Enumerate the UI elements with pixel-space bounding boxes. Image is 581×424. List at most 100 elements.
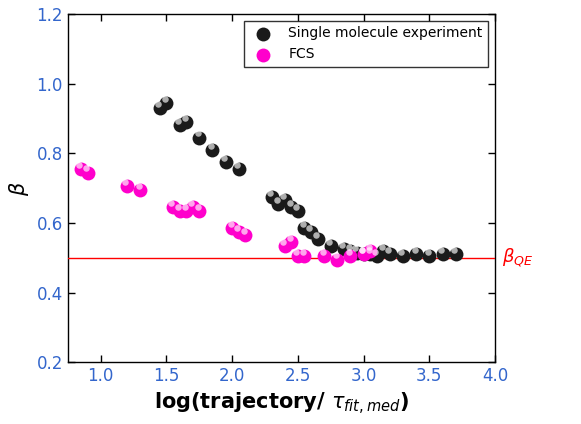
Point <box>364 243 373 250</box>
FCS <box>300 253 309 259</box>
Point <box>436 247 446 254</box>
FCS <box>168 204 178 211</box>
Single molecule experiment <box>234 166 243 173</box>
Point <box>410 247 419 254</box>
FCS <box>234 229 243 235</box>
FCS <box>135 187 145 193</box>
Point <box>278 238 288 245</box>
Point <box>206 142 216 149</box>
Point <box>338 242 347 248</box>
Point <box>298 221 307 228</box>
FCS <box>175 207 184 214</box>
FCS <box>181 207 191 214</box>
Point <box>232 224 242 231</box>
Point <box>357 247 367 254</box>
Single molecule experiment <box>300 225 309 232</box>
Point <box>167 200 176 206</box>
Single molecule experiment <box>438 251 447 258</box>
Point <box>292 248 301 255</box>
Text: $\beta_{QE}$: $\beta_{QE}$ <box>501 247 533 269</box>
Single molecule experiment <box>267 193 276 200</box>
Point <box>292 203 301 210</box>
Point <box>357 247 367 254</box>
Point <box>193 130 202 137</box>
Point <box>285 234 295 241</box>
Single molecule experiment <box>385 251 394 258</box>
Single molecule experiment <box>339 246 349 253</box>
Point <box>232 162 242 168</box>
Single molecule experiment <box>175 122 184 129</box>
Single molecule experiment <box>221 159 230 165</box>
Single molecule experiment <box>399 253 408 259</box>
Single molecule experiment <box>286 204 296 211</box>
FCS <box>123 183 132 190</box>
Point <box>364 247 373 254</box>
Point <box>377 243 386 250</box>
Point <box>272 196 281 203</box>
Point <box>331 252 340 259</box>
Single molecule experiment <box>181 119 191 126</box>
Single molecule experiment <box>293 207 303 214</box>
FCS <box>188 204 198 211</box>
Point <box>173 118 182 125</box>
Single molecule experiment <box>326 242 335 249</box>
Point <box>239 228 249 234</box>
Point <box>397 248 406 255</box>
Single molecule experiment <box>346 248 355 254</box>
FCS <box>76 166 85 173</box>
Point <box>75 162 84 168</box>
Single molecule experiment <box>451 251 460 258</box>
Point <box>383 247 393 254</box>
Point <box>187 200 196 206</box>
FCS <box>241 232 250 239</box>
FCS <box>83 169 92 176</box>
Single molecule experiment <box>425 253 434 259</box>
FCS <box>286 239 296 245</box>
Single molecule experiment <box>411 251 421 258</box>
Point <box>325 238 334 245</box>
Point <box>298 248 307 255</box>
Single molecule experiment <box>353 249 362 256</box>
Point <box>153 100 163 107</box>
Point <box>450 247 459 254</box>
Point <box>285 200 295 206</box>
Single molecule experiment <box>195 134 204 141</box>
Single molecule experiment <box>280 197 289 204</box>
Single molecule experiment <box>162 99 171 106</box>
Point <box>160 95 170 102</box>
FCS <box>228 225 237 232</box>
X-axis label: log(trajectory/ $\tau_{fit,med}$): log(trajectory/ $\tau_{fit,med}$) <box>154 391 409 417</box>
Single molecule experiment <box>379 248 388 254</box>
FCS <box>280 242 289 249</box>
Point <box>423 248 432 255</box>
Point <box>311 231 321 238</box>
Point <box>193 203 202 210</box>
Single molecule experiment <box>208 146 217 153</box>
Point <box>220 154 229 161</box>
FCS <box>195 207 204 214</box>
Point <box>371 248 380 255</box>
Y-axis label: $\beta$: $\beta$ <box>7 181 31 195</box>
Single molecule experiment <box>372 253 381 259</box>
FCS <box>333 256 342 263</box>
Single molecule experiment <box>313 235 322 242</box>
Single molecule experiment <box>155 105 164 112</box>
FCS <box>365 248 375 254</box>
Point <box>266 190 275 196</box>
Single molecule experiment <box>306 229 315 235</box>
FCS <box>359 251 368 258</box>
Point <box>180 203 189 210</box>
FCS <box>320 253 329 259</box>
Point <box>305 224 314 231</box>
Point <box>173 203 182 210</box>
Point <box>351 245 360 252</box>
Single molecule experiment <box>365 251 375 258</box>
Point <box>81 165 91 172</box>
Single molecule experiment <box>274 201 283 207</box>
Point <box>121 179 130 186</box>
Point <box>278 193 288 200</box>
Point <box>345 243 354 250</box>
Legend: Single molecule experiment, FCS: Single molecule experiment, FCS <box>244 21 488 67</box>
Point <box>226 221 235 228</box>
FCS <box>346 253 355 259</box>
